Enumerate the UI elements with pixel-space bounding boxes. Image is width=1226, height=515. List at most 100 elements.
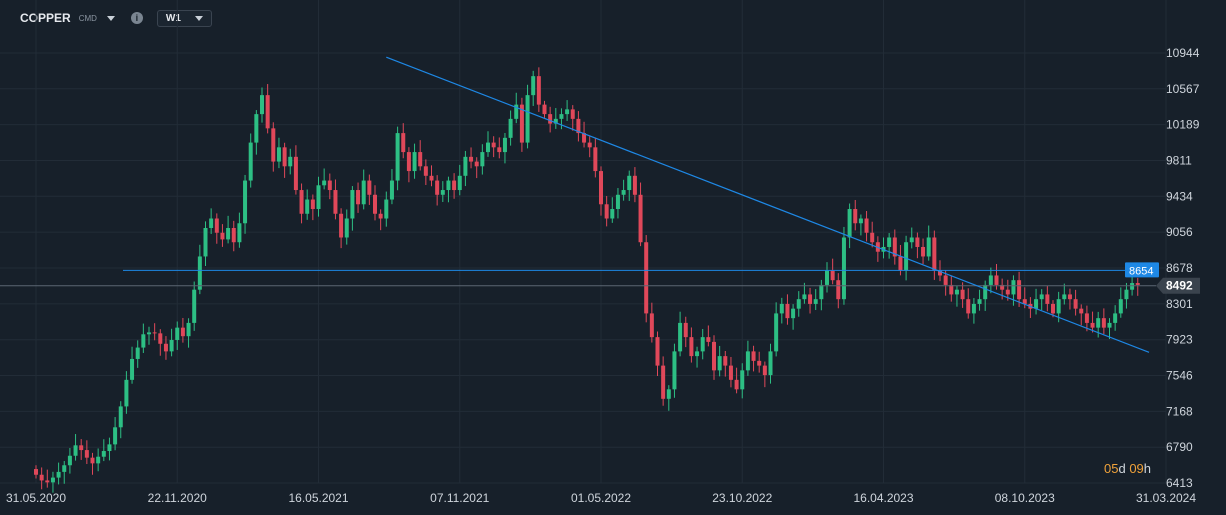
y-tick-label: 10189 xyxy=(1166,118,1200,132)
candle-up xyxy=(361,180,366,205)
candle-up xyxy=(565,109,570,115)
x-tick-label: 31.03.2024 xyxy=(1136,491,1196,505)
y-tick-label: 7168 xyxy=(1166,404,1193,418)
symbol-name[interactable]: COPPER xyxy=(20,11,71,25)
candle-up xyxy=(502,137,507,153)
resistance-label-bg xyxy=(1125,262,1159,278)
countdown-hours: 09 xyxy=(1129,461,1144,476)
candle-down xyxy=(1051,303,1055,314)
candle-up xyxy=(203,227,208,257)
candle-up xyxy=(175,327,180,340)
chart-grid xyxy=(0,0,1167,484)
y-tick-label: 8678 xyxy=(1166,261,1193,275)
candle-down xyxy=(491,142,496,148)
candle-up xyxy=(627,175,632,191)
candle-up xyxy=(305,199,310,214)
candle-down xyxy=(282,147,287,167)
candle-up xyxy=(514,104,519,119)
candle-down xyxy=(728,365,733,380)
candle-up xyxy=(813,299,818,304)
current-price-label: 8492 xyxy=(1166,279,1193,293)
timeframe-dropdown-icon xyxy=(194,15,203,21)
candle-down xyxy=(892,237,897,257)
candle-up xyxy=(113,427,118,445)
candle-up xyxy=(130,358,135,380)
candle-down xyxy=(853,209,858,224)
x-tick-label: 16.04.2023 xyxy=(853,491,913,505)
candle-down xyxy=(734,379,739,390)
candle-up xyxy=(209,218,214,228)
x-tick-label: 07.11.2021 xyxy=(430,491,489,505)
candle-down xyxy=(339,213,344,238)
candle-down xyxy=(497,147,502,153)
candle-up xyxy=(926,237,931,257)
y-tick-label: 9056 xyxy=(1166,225,1193,239)
candle-up xyxy=(954,289,959,295)
candle-down xyxy=(808,294,813,304)
y-tick-label: 10567 xyxy=(1166,82,1200,96)
symbol-dropdown-icon[interactable] xyxy=(106,15,115,21)
candle-down xyxy=(898,256,903,271)
candle-down xyxy=(1135,283,1140,285)
info-icon[interactable]: i xyxy=(130,12,143,24)
candle-down xyxy=(452,180,457,191)
candle-up xyxy=(124,379,129,407)
candle-up xyxy=(243,180,248,224)
candle-down xyxy=(938,270,942,276)
descending-trendline xyxy=(386,56,1150,353)
candle-up xyxy=(1113,313,1118,323)
candle-up xyxy=(192,289,197,323)
candle-down xyxy=(757,360,762,366)
y-tick-label: 7546 xyxy=(1166,368,1193,382)
x-tick-label: 23.10.2022 xyxy=(712,491,772,505)
candle-down xyxy=(214,218,219,233)
candle-down xyxy=(152,332,157,334)
candle-down xyxy=(649,313,654,338)
candle-up xyxy=(615,194,620,210)
candle-up xyxy=(1056,299,1061,314)
candle-down xyxy=(367,180,372,195)
x-tick-label: 31.05.2020 xyxy=(6,491,66,505)
x-tick-label: 16.05.2021 xyxy=(288,491,348,505)
x-tick-label: 01.05.2022 xyxy=(571,491,631,505)
candle-up xyxy=(384,199,389,219)
candle-up xyxy=(147,332,151,335)
candle-down xyxy=(231,227,236,243)
candle-down xyxy=(163,343,168,352)
candle-up xyxy=(779,303,784,314)
candle-up xyxy=(525,95,530,143)
candle-down xyxy=(644,242,649,314)
candle-down xyxy=(158,333,163,344)
y-tick-label: 9434 xyxy=(1166,189,1193,203)
candle-down xyxy=(327,180,332,191)
candle-up xyxy=(276,147,281,162)
candle-down xyxy=(1022,299,1027,304)
candle-up xyxy=(700,337,705,352)
candle-up xyxy=(50,477,55,483)
candle-down xyxy=(429,175,434,181)
candle-down xyxy=(785,303,790,319)
candle-up xyxy=(457,175,462,191)
candle-down xyxy=(836,280,841,300)
timeframe-select[interactable]: W1 xyxy=(156,9,212,27)
candle-down xyxy=(373,194,377,214)
candle-up xyxy=(446,180,451,191)
candle-up xyxy=(1130,283,1135,290)
candle-up xyxy=(1034,299,1039,309)
candle-up xyxy=(988,275,993,285)
candle-up xyxy=(666,389,671,399)
candle-up xyxy=(1124,289,1129,300)
candle-down xyxy=(423,166,428,176)
timeframe-value: W1 xyxy=(165,12,181,24)
chart-toolbar: COPPER CMD i W1 xyxy=(8,8,212,28)
candle-down xyxy=(921,246,926,257)
candle-up xyxy=(553,118,558,124)
candle-down xyxy=(220,232,225,240)
candle-up xyxy=(226,227,231,240)
candle-up xyxy=(983,284,988,300)
candle-up xyxy=(695,351,700,357)
candle-down xyxy=(655,337,660,366)
candle-down xyxy=(265,95,270,129)
candle-up xyxy=(440,190,445,195)
